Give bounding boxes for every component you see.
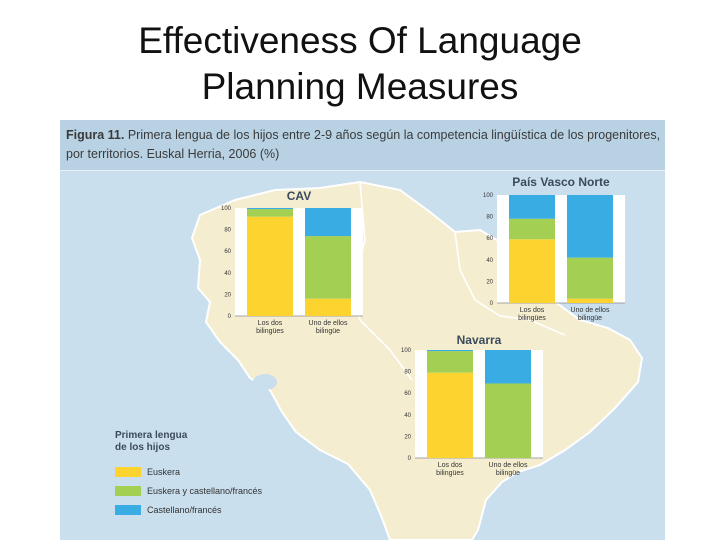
legend-swatch-both [115, 485, 141, 496]
bar-segment-castellano [509, 195, 555, 219]
category-label: Los dos [438, 462, 463, 469]
bar-segment-both [567, 257, 613, 299]
category-label: bilingüe [496, 470, 520, 477]
y-tick-label: 0 [490, 301, 494, 307]
slide-title-line-2: Planning Measures [201, 66, 519, 107]
y-tick-label: 0 [408, 456, 412, 462]
legend-title-line-2: de los hijos [115, 442, 171, 453]
y-tick-label: 60 [486, 236, 493, 242]
category-label: bilingües [256, 328, 284, 335]
slide-title: Effectiveness Of Language Planning Measu… [0, 18, 720, 110]
figure: CAV 0 20 40 60 80 100 Los dos bilingües Uno de el… [60, 120, 665, 540]
y-tick-label: 0 [228, 314, 232, 320]
legend-swatch-euskera [115, 466, 141, 477]
category-label: Uno de ellos [571, 307, 610, 314]
legend-title-line-1: Primera lengua [115, 430, 188, 441]
y-tick-label: 100 [221, 206, 232, 212]
category-label: bilingüe [578, 315, 602, 322]
category-label: Los dos [520, 307, 545, 314]
legend-label-euskera: Euskera [147, 466, 181, 477]
bar-segment-both [485, 383, 531, 458]
slide-title-line-1: Effectiveness Of Language [138, 20, 582, 61]
bar-segment-castellano [427, 350, 473, 352]
y-tick-label: 20 [224, 292, 231, 298]
legend-label-both: Euskera y castellano/francés [147, 485, 263, 496]
legend-item-both: Euskera y castellano/francés [115, 481, 335, 500]
bar-segment-euskera [427, 372, 473, 458]
bar-segment-castellano [305, 208, 351, 237]
category-label: Los dos [258, 320, 283, 327]
bar-segment-euskera [305, 298, 351, 316]
y-tick-label: 20 [486, 279, 493, 285]
chart-title: Navarra [457, 333, 502, 347]
bar-segment-both [305, 236, 351, 299]
y-tick-label: 40 [486, 258, 493, 264]
bar-segment-both [427, 351, 473, 373]
bar-segment-both [247, 209, 293, 217]
figure-caption: Figura 11. Primera lengua de los hijos e… [60, 120, 665, 171]
category-label: bilingüe [316, 328, 340, 335]
y-tick-label: 60 [404, 391, 411, 397]
category-label: Uno de ellos [489, 462, 528, 469]
chart-title: CAV [287, 189, 311, 203]
chart-title: País Vasco Norte [512, 175, 610, 189]
bar-segment-euskera [509, 239, 555, 303]
bar-segment-castellano [485, 350, 531, 384]
legend-item-castellano: Castellano/francés [115, 500, 335, 519]
y-tick-label: 40 [224, 271, 231, 277]
caption-text: Primera lengua de los hijos entre 2-9 añ… [66, 128, 661, 161]
y-tick-label: 80 [486, 215, 493, 221]
legend-label-castellano: Castellano/francés [147, 504, 222, 515]
category-label: bilingües [518, 315, 546, 322]
y-tick-label: 40 [404, 413, 411, 419]
y-tick-label: 100 [483, 193, 494, 199]
y-tick-label: 80 [224, 228, 231, 234]
bar-segment-castellano [247, 208, 293, 210]
category-label: Uno de ellos [309, 320, 348, 327]
y-tick-label: 80 [404, 370, 411, 376]
legend: Primera lengua de los hijos Euskera Eusk… [115, 430, 335, 519]
y-tick-label: 20 [404, 434, 411, 440]
y-tick-label: 60 [224, 249, 231, 255]
map-reservoir [253, 374, 277, 390]
bar-segment-euskera [567, 298, 613, 303]
caption-label: Figura 11. [66, 128, 125, 142]
legend-swatch-castellano [115, 504, 141, 515]
bar-segment-euskera [247, 216, 293, 316]
legend-item-euskera: Euskera [115, 462, 335, 481]
legend-title: Primera lengua de los hijos [115, 430, 335, 454]
y-tick-label: 100 [401, 348, 412, 354]
bar-segment-both [509, 218, 555, 240]
bar-segment-castellano [567, 195, 613, 258]
category-label: bilingües [436, 470, 464, 477]
